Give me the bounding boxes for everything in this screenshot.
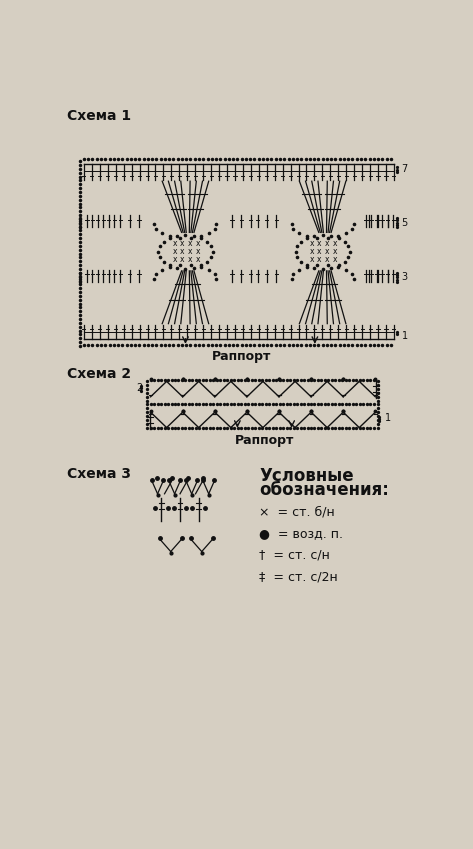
Text: x: x	[180, 255, 184, 264]
Text: †  = ст. с/н: † = ст. с/н	[259, 548, 330, 561]
Text: x: x	[172, 255, 177, 264]
Text: x: x	[333, 255, 337, 264]
Text: x: x	[196, 247, 200, 256]
Text: Условные: Условные	[259, 467, 354, 485]
Text: 2: 2	[137, 383, 143, 392]
Text: 3: 3	[402, 273, 408, 283]
Text: x: x	[309, 247, 314, 256]
Text: ×  = ст. б/н: × = ст. б/н	[259, 505, 335, 519]
Text: x: x	[188, 239, 193, 249]
Text: x: x	[196, 239, 200, 249]
Text: x: x	[172, 239, 177, 249]
Text: x: x	[188, 247, 193, 256]
Text: x: x	[180, 247, 184, 256]
Text: x: x	[325, 239, 330, 249]
Text: x: x	[309, 255, 314, 264]
Text: x: x	[317, 247, 322, 256]
Text: 7: 7	[402, 164, 408, 174]
Text: ‡  = ст. с/2н: ‡ = ст. с/2н	[259, 570, 338, 583]
Text: x: x	[333, 239, 337, 249]
Text: Схема 1: Схема 1	[67, 109, 131, 123]
Text: x: x	[172, 247, 177, 256]
Text: Раппорт: Раппорт	[235, 434, 294, 447]
Text: x: x	[317, 255, 322, 264]
Text: x: x	[180, 239, 184, 249]
Text: Схема 2: Схема 2	[67, 367, 131, 380]
Text: x: x	[196, 255, 200, 264]
Text: обозначения:: обозначения:	[259, 481, 389, 498]
Text: Раппорт: Раппорт	[212, 350, 272, 363]
Text: ●  = возд. п.: ● = возд. п.	[259, 527, 343, 540]
Text: x: x	[333, 247, 337, 256]
Text: 1: 1	[385, 413, 391, 424]
Text: x: x	[325, 255, 330, 264]
Text: Схема 3: Схема 3	[67, 467, 131, 481]
Text: 5: 5	[402, 218, 408, 228]
Text: 1: 1	[402, 331, 408, 341]
Text: x: x	[325, 247, 330, 256]
Text: x: x	[188, 255, 193, 264]
Text: x: x	[309, 239, 314, 249]
Text: x: x	[317, 239, 322, 249]
